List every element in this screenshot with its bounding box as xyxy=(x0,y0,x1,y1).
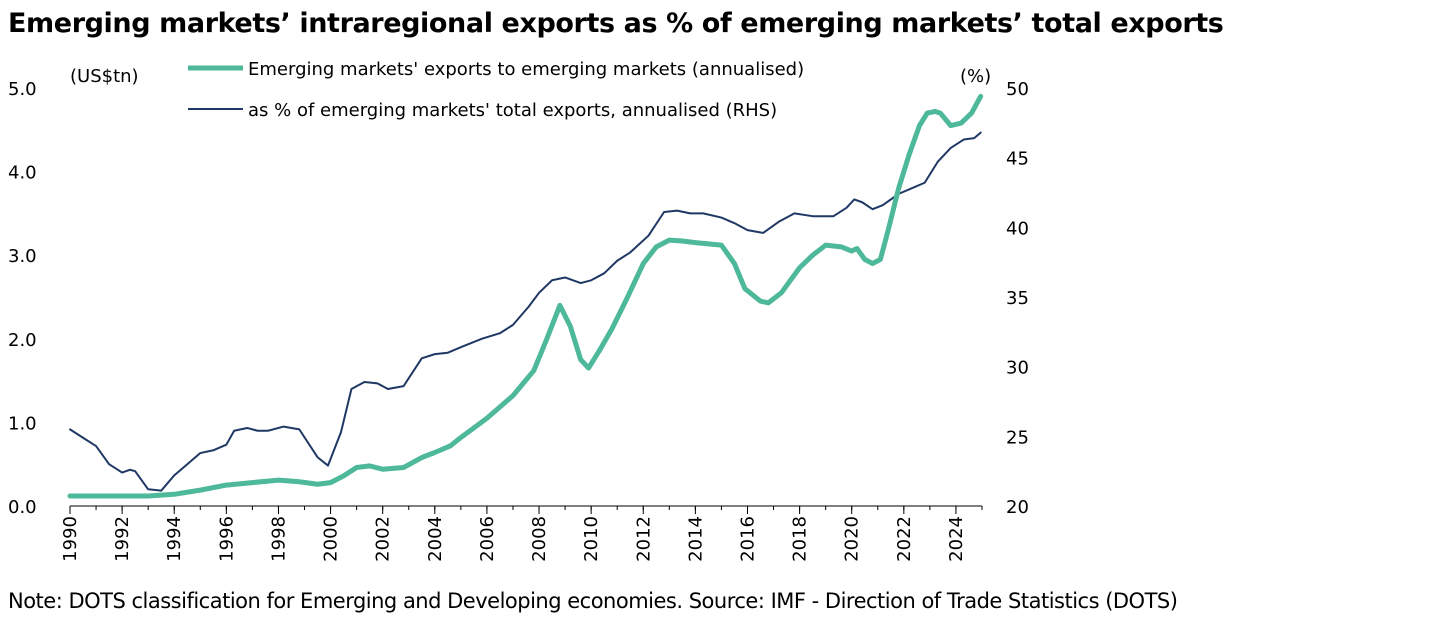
x-tick-label: 2010 xyxy=(581,516,602,562)
x-tick-label: 2004 xyxy=(425,516,446,562)
x-tick-label: 2000 xyxy=(321,516,342,562)
x-tick-label: 2016 xyxy=(737,516,758,562)
x-tick-label: 2006 xyxy=(477,516,498,562)
chart-title: Emerging markets’ intraregional exports … xyxy=(8,8,1224,39)
y-left-tick-label: 4.0 xyxy=(8,163,37,184)
x-tick-label: 2002 xyxy=(373,516,394,562)
x-tick-label: 2024 xyxy=(946,516,967,562)
x-tick-label: 1996 xyxy=(216,516,237,562)
y-right-tick-label: 45 xyxy=(1006,149,1029,170)
series-line-exports xyxy=(67,93,984,499)
x-tick-label: 2020 xyxy=(842,516,863,562)
x-tick-label: 1994 xyxy=(164,516,185,562)
y-right-unit-label: (%) xyxy=(960,66,991,87)
x-tick-label: 1990 xyxy=(60,516,81,562)
legend-label-share: as % of emerging markets' total exports,… xyxy=(248,100,777,121)
legend: Emerging markets' exports to emerging ma… xyxy=(188,59,804,121)
series-line-share xyxy=(69,131,982,492)
y-right-tick-label: 20 xyxy=(1006,497,1029,518)
y-left-unit-label: (US$tn) xyxy=(70,66,139,87)
x-tick-label: 1998 xyxy=(268,516,289,562)
series-layer xyxy=(67,93,984,499)
y-right-tick-label: 30 xyxy=(1006,358,1029,379)
x-tick-label: 2008 xyxy=(529,516,550,562)
chart-plot: 1990 1992 1994 1996 1998 2000 2002 2004 2006 2008… xyxy=(8,59,1029,562)
axes-group: 1990 1992 1994 1996 1998 2000 2002 2004 2006 2008… xyxy=(8,79,1029,562)
y-right-tick-label: 40 xyxy=(1006,218,1029,239)
y-left-tick-label: 5.0 xyxy=(8,79,37,100)
x-tick-label: 2022 xyxy=(894,516,915,562)
y-left-tick-label: 1.0 xyxy=(8,413,37,434)
y-left-tick-label: 0.0 xyxy=(8,497,37,518)
x-tick-label: 2012 xyxy=(633,516,654,562)
legend-label-exports: Emerging markets' exports to emerging ma… xyxy=(248,59,804,80)
y-left-tick-label: 2.0 xyxy=(8,330,37,351)
x-tick-label: 2018 xyxy=(790,516,811,562)
y-right-tick-label: 35 xyxy=(1006,288,1029,309)
y-right-tick-label: 50 xyxy=(1006,79,1029,100)
x-tick-label: 1992 xyxy=(112,516,133,562)
x-tick-label: 2014 xyxy=(685,516,706,562)
y-right-tick-label: 25 xyxy=(1006,427,1029,448)
source-note: Note: DOTS classification for Emerging a… xyxy=(8,589,1178,613)
y-left-tick-label: 3.0 xyxy=(8,246,37,267)
